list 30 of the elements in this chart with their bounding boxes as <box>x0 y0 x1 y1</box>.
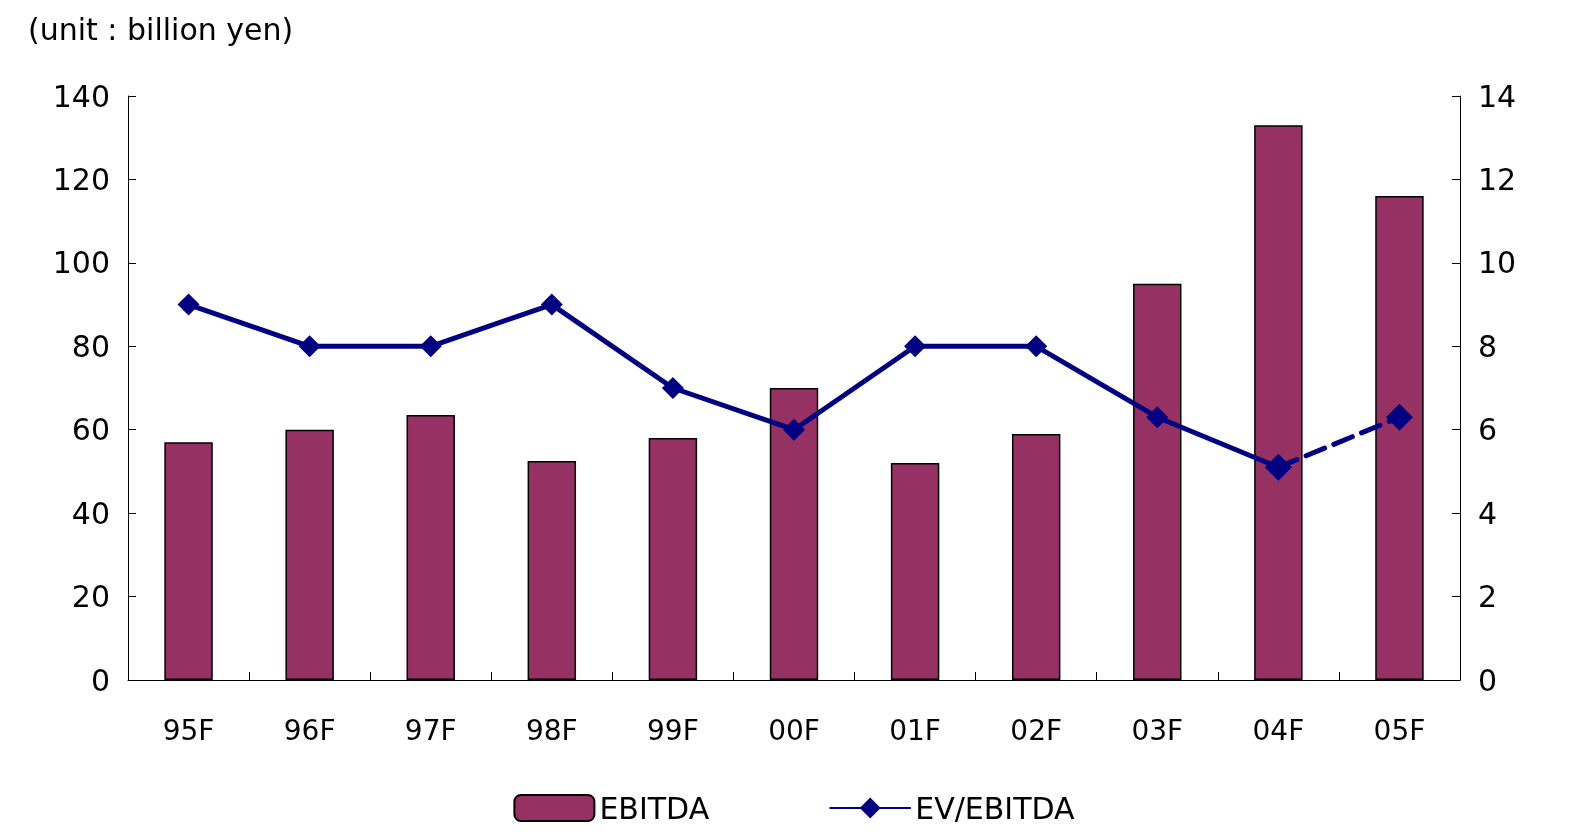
y2-tick-label: 0 <box>1478 662 1498 698</box>
y2-tick-label: 8 <box>1478 328 1498 364</box>
y2-tick-label: 14 <box>1478 78 1517 114</box>
x-tick-label: 99F <box>647 713 699 747</box>
y-tick-label: 60 <box>71 412 110 448</box>
x-tick-label: 04F <box>1252 713 1305 747</box>
y2-tick-label: 10 <box>1478 245 1517 281</box>
y-tick-label: 120 <box>52 161 110 197</box>
x-tick-label: 02F <box>1010 713 1063 747</box>
y-tick-label: 100 <box>52 245 110 281</box>
x-tick-label: 00F <box>768 713 820 747</box>
x-tick-label: 96F <box>283 713 336 747</box>
y2-tick-label: 2 <box>1478 579 1498 615</box>
y2-tick-label: 6 <box>1478 412 1498 448</box>
legend-label: EBITDA <box>599 790 710 826</box>
x-tick-label: 05F <box>1373 713 1426 747</box>
x-tick-label: 03F <box>1131 713 1184 747</box>
y-tick-label: 80 <box>71 328 110 364</box>
y-tick-label: 140 <box>52 78 110 114</box>
x-tick-label: 97F <box>404 713 457 747</box>
y-tick-label: 0 <box>90 662 110 698</box>
legend-label: EV/EBITDA <box>915 790 1076 826</box>
text: (unit : billion yen) <box>28 11 294 47</box>
y2-tick-label: 12 <box>1478 161 1517 197</box>
x-tick-label: 01F <box>889 713 941 747</box>
y-tick-label: 20 <box>71 579 110 615</box>
x-tick-label: 98F <box>525 713 578 747</box>
y-tick-label: 40 <box>71 495 110 531</box>
y2-tick-label: 4 <box>1478 495 1498 531</box>
x-tick-label: 95F <box>162 713 215 747</box>
